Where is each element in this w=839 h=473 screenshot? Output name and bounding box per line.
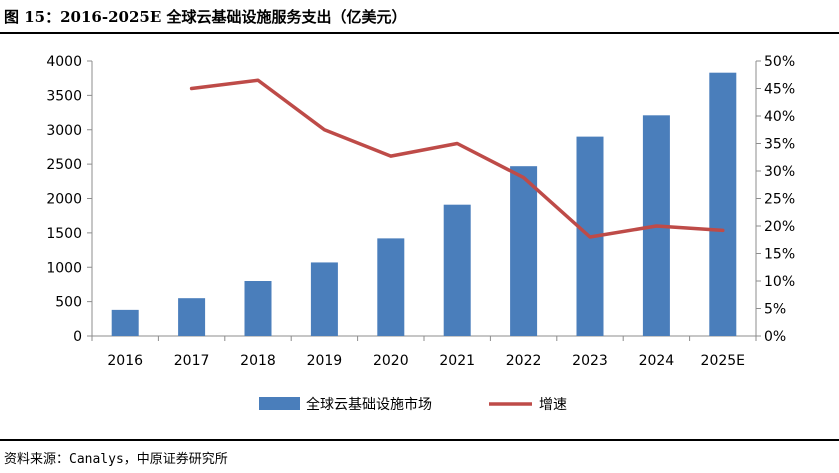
legend-line-label: 增速 bbox=[539, 397, 567, 413]
x-tick-label: 2020 bbox=[373, 353, 409, 369]
x-axis-ticks: 2016 2017 2018 2019 2020 2021 2022 2023 2024 2025… bbox=[91, 336, 757, 369]
bar bbox=[111, 309, 139, 336]
x-tick-label: 2018 bbox=[240, 353, 276, 369]
figure-title: 图 15：2016-2025E 全球云基础设施服务支出（亿美元） bbox=[4, 8, 407, 26]
right-tick-label: 30% bbox=[764, 164, 795, 180]
top-rule bbox=[0, 32, 839, 34]
right-tick-label: 10% bbox=[764, 274, 795, 290]
legend-bar-swatch bbox=[259, 397, 300, 410]
bar-series bbox=[111, 72, 737, 336]
x-tick-label: 2025E bbox=[701, 353, 745, 369]
right-tick-label: 35% bbox=[764, 137, 795, 153]
left-tick-label: 2500 bbox=[46, 157, 82, 173]
right-tick-label: 45% bbox=[764, 82, 795, 98]
right-axis-ticks: 0% 5% 10% 15% 20% 25% 30% 35% 40% 45% 50% bbox=[756, 54, 795, 345]
left-tick-label: 3500 bbox=[46, 88, 82, 104]
source-note: 资料来源：Canalys，中原证券研究所 bbox=[4, 452, 228, 467]
right-tick-label: 25% bbox=[764, 192, 795, 208]
x-tick-label: 2019 bbox=[307, 353, 343, 369]
right-tick-label: 15% bbox=[764, 247, 795, 263]
bar bbox=[244, 281, 272, 336]
right-tick-label: 50% bbox=[764, 54, 795, 70]
legend-bar-label: 全球云基础设施市场 bbox=[306, 396, 432, 413]
bottom-rule bbox=[0, 439, 839, 441]
right-tick-label: 0% bbox=[764, 329, 786, 345]
left-tick-label: 4000 bbox=[46, 54, 82, 70]
bar bbox=[709, 72, 737, 336]
left-tick-label: 500 bbox=[55, 295, 82, 311]
bar bbox=[310, 262, 338, 336]
x-tick-label: 2024 bbox=[639, 353, 675, 369]
right-tick-label: 20% bbox=[764, 219, 795, 235]
left-tick-label: 1000 bbox=[46, 260, 82, 276]
bar bbox=[510, 166, 538, 336]
x-tick-label: 2017 bbox=[174, 353, 210, 369]
right-tick-label: 40% bbox=[764, 109, 795, 125]
left-axis-ticks: 0 500 1000 1500 2000 2500 3000 3500 4000 bbox=[46, 54, 92, 345]
bar bbox=[443, 204, 471, 336]
bar bbox=[377, 238, 405, 336]
left-tick-label: 3000 bbox=[46, 123, 82, 139]
line-series bbox=[189, 78, 725, 239]
left-tick-label: 0 bbox=[73, 329, 82, 345]
x-tick-label: 2021 bbox=[439, 353, 475, 369]
left-tick-label: 2000 bbox=[46, 192, 82, 208]
x-tick-label: 2016 bbox=[107, 353, 143, 369]
x-tick-label: 2022 bbox=[506, 353, 542, 369]
chart-legend: 全球云基础设施市场 增速 bbox=[259, 396, 567, 413]
bar bbox=[178, 298, 206, 336]
right-tick-label: 5% bbox=[764, 302, 786, 318]
left-tick-label: 1500 bbox=[46, 226, 82, 242]
x-tick-label: 2023 bbox=[572, 353, 608, 369]
